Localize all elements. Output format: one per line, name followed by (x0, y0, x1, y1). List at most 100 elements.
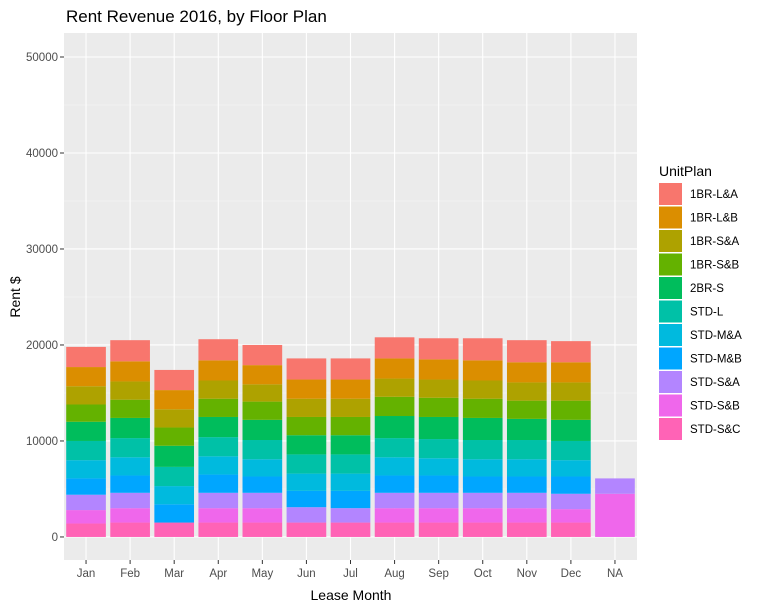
bar-segment (66, 367, 106, 387)
bar-segment (286, 522, 327, 537)
x-tick-label: Jul (343, 568, 358, 580)
y-axis-label: Rent $ (7, 276, 23, 317)
bar-segment (462, 459, 503, 477)
y-tick-label: 20000 (26, 340, 58, 352)
bar-segment (242, 459, 283, 477)
bar-segment (462, 522, 503, 537)
bar-segment (154, 427, 195, 446)
legend-swatch (659, 347, 682, 370)
bar-segment (66, 386, 106, 405)
bar-segment (551, 419, 591, 441)
bar-segment (418, 522, 459, 537)
bar-segment (462, 360, 503, 381)
bar-segment (110, 340, 150, 362)
bar-segment (242, 492, 283, 509)
legend-label: STD-S&C (690, 424, 740, 436)
x-tick-label: Dec (561, 568, 582, 580)
bar-segment (198, 380, 239, 399)
bar-segment (506, 508, 547, 523)
bar-segment (551, 509, 591, 523)
bar-segment (242, 476, 283, 493)
bar-segment (374, 416, 415, 439)
y-tick-label: 40000 (26, 148, 58, 160)
bar-segment (154, 409, 195, 428)
x-tick-label: Mar (164, 568, 184, 580)
bar-segment (330, 379, 371, 399)
x-tick-label: Sep (428, 568, 448, 580)
bar-segment (110, 381, 150, 400)
legend-swatch (659, 277, 682, 299)
bar-segment (286, 435, 327, 455)
bar-segment (506, 400, 547, 419)
bar-segment (110, 399, 150, 418)
bar-segment (462, 492, 503, 509)
legend-label: 1BR-L&B (690, 213, 738, 225)
bar-segment (551, 476, 591, 494)
legend-label: STD-S&A (690, 377, 740, 389)
bar-segment (506, 492, 547, 509)
bar-segment (462, 476, 503, 493)
bar-segment (506, 418, 547, 441)
bar-segment (154, 390, 195, 410)
bar-segment (374, 492, 415, 509)
bar-segment (110, 475, 150, 493)
y-tick-label: 30000 (26, 244, 58, 256)
bar-segment (66, 460, 106, 479)
legend-swatch (659, 371, 682, 393)
bar-segment (595, 493, 635, 537)
bar-segment (154, 504, 195, 523)
bar-segment (154, 369, 195, 391)
bar-segment (418, 458, 459, 476)
bar-segment (154, 445, 195, 467)
bar-segment (418, 416, 459, 440)
bar-segment (551, 440, 591, 461)
bar-segment (66, 404, 106, 422)
bar-segment (286, 507, 327, 523)
bar-segment (198, 437, 239, 457)
bars (66, 337, 635, 537)
bar-segment (198, 492, 239, 509)
bar-segment (110, 522, 150, 537)
bar-segment (462, 508, 503, 523)
legend-swatch (659, 324, 682, 346)
bar-segment (374, 378, 415, 397)
bar-segment (242, 522, 283, 537)
bar-segment (506, 440, 547, 460)
bar-segment (418, 475, 459, 493)
bar-segment (374, 457, 415, 476)
bar-segment (418, 338, 459, 360)
bar-segment (374, 475, 415, 493)
legend-swatch (659, 230, 682, 252)
x-tick-label: Oct (474, 568, 493, 580)
x-tick-label: Jun (297, 568, 316, 580)
bar-segment (110, 457, 150, 476)
bar-segment (242, 365, 283, 385)
bar-segment (330, 358, 371, 380)
bar-segment (242, 419, 283, 441)
bar-segment (242, 344, 283, 366)
legend-title: UnitPlan (659, 163, 712, 179)
bar-segment (506, 522, 547, 537)
x-tick-label: Apr (209, 568, 227, 580)
bar-segment (66, 346, 106, 368)
bar-segment (66, 523, 106, 537)
bar-segment (198, 474, 239, 493)
bar-segment (462, 398, 503, 418)
legend-label: STD-S&B (690, 401, 740, 413)
bar-segment (286, 473, 327, 491)
legend-label: STD-M&B (690, 354, 742, 366)
bar-segment (286, 416, 327, 436)
bar-segment (551, 522, 591, 537)
x-tick-label: Jan (77, 568, 96, 580)
bar-segment (551, 382, 591, 401)
bar-segment (66, 494, 106, 511)
bar-segment (242, 508, 283, 523)
bar-segment (110, 361, 150, 382)
bar-segment (286, 490, 327, 508)
bar-segment (418, 379, 459, 398)
bar-segment (551, 341, 591, 363)
x-axis-label: Lease Month (311, 587, 392, 603)
bar-segment (462, 417, 503, 441)
x-tick-label: Feb (120, 568, 140, 580)
